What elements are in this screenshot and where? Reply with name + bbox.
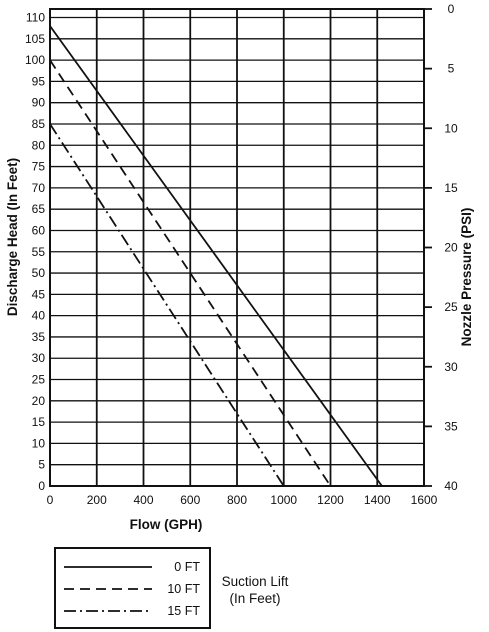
- series-line-0-ft: [49, 25, 383, 487]
- y-tick-label: 30: [32, 351, 46, 365]
- legend-box: [54, 547, 211, 629]
- y-tick-label: 80: [32, 138, 46, 152]
- y-tick-label: 20: [32, 394, 46, 408]
- y-tick-labels: 0 5 10 15 20 25 30 35 40 45 50 55 60 65 70 75 80 85 90 95 10…: [25, 11, 45, 493]
- y2-tick-label: 0: [448, 2, 455, 16]
- y-tick-label: 65: [32, 202, 46, 216]
- y-tick-label: 5: [38, 458, 45, 472]
- y2-tick-label: 15: [444, 181, 458, 195]
- y-tick-label: 100: [25, 53, 45, 67]
- y2-tick-label: 5: [448, 62, 455, 76]
- y2-tick-label: 20: [444, 241, 458, 255]
- legend-label: 15 FT: [167, 604, 200, 618]
- x-axis-title: Flow (GPH): [130, 517, 203, 532]
- x-tick-label: 1600: [411, 493, 438, 507]
- x-tick-label: 800: [227, 493, 247, 507]
- y2-tick-label: 35: [444, 419, 458, 433]
- y-tick-label: 25: [32, 373, 46, 387]
- y-tick-label: 85: [32, 117, 46, 131]
- y-tick-label: 15: [32, 415, 46, 429]
- x-tick-label: 600: [180, 493, 200, 507]
- y2-tick-label: 25: [444, 300, 458, 314]
- y2-tick-label: 40: [444, 479, 458, 493]
- x-tick-labels: 0 200 400 600 800 1000 1200 1400 1600: [47, 493, 438, 507]
- y-axis-title: Discharge Head (In Feet): [5, 158, 20, 316]
- y-tick-label: 110: [26, 11, 45, 25]
- series-line-15-ft: [49, 123, 285, 487]
- y-tick-label: 105: [25, 32, 45, 46]
- grid: [49, 9, 425, 487]
- legend-label: 0 FT: [174, 560, 200, 574]
- series-line-10-ft: [49, 59, 332, 487]
- x-tick-label: 1200: [317, 493, 344, 507]
- y-tick-label: 50: [32, 266, 46, 280]
- x-tick-label: 400: [133, 493, 153, 507]
- y-tick-label: 55: [32, 245, 46, 259]
- y2-axis-title: Nozzle Pressure (PSI): [459, 208, 474, 347]
- legend: 0 FT 10 FT 15 FT Suction Lift (In Feet): [54, 547, 289, 629]
- y-tick-label: 0: [38, 479, 45, 493]
- y2-tick-label: 30: [444, 360, 458, 374]
- legend-entries: 0 FT 10 FT 15 FT: [64, 560, 200, 618]
- y-tick-label: 10: [32, 436, 46, 450]
- y-tick-label: 95: [32, 74, 46, 88]
- y-tick-label: 60: [32, 223, 46, 237]
- y-tick-label: 90: [32, 96, 46, 110]
- y-tick-label: 35: [32, 330, 46, 344]
- x-tick-label: 1000: [270, 493, 297, 507]
- legend-title-line-2: (In Feet): [229, 591, 280, 606]
- y2-tick-labels: 0 5 10 15 20 25 30 35 40: [424, 2, 458, 493]
- x-tick-label: 200: [87, 493, 107, 507]
- legend-title-line-1: Suction Lift: [222, 574, 289, 589]
- y-tick-label: 40: [32, 309, 46, 323]
- legend-label: 10 FT: [167, 582, 200, 596]
- y-tick-label: 70: [32, 181, 46, 195]
- x-tick-label: 1400: [364, 493, 391, 507]
- x-tick-label: 0: [47, 493, 54, 507]
- series-lines: [49, 25, 383, 487]
- y-tick-label: 75: [32, 160, 46, 174]
- y2-tick-label: 10: [444, 121, 458, 135]
- y-tick-label: 45: [32, 287, 46, 301]
